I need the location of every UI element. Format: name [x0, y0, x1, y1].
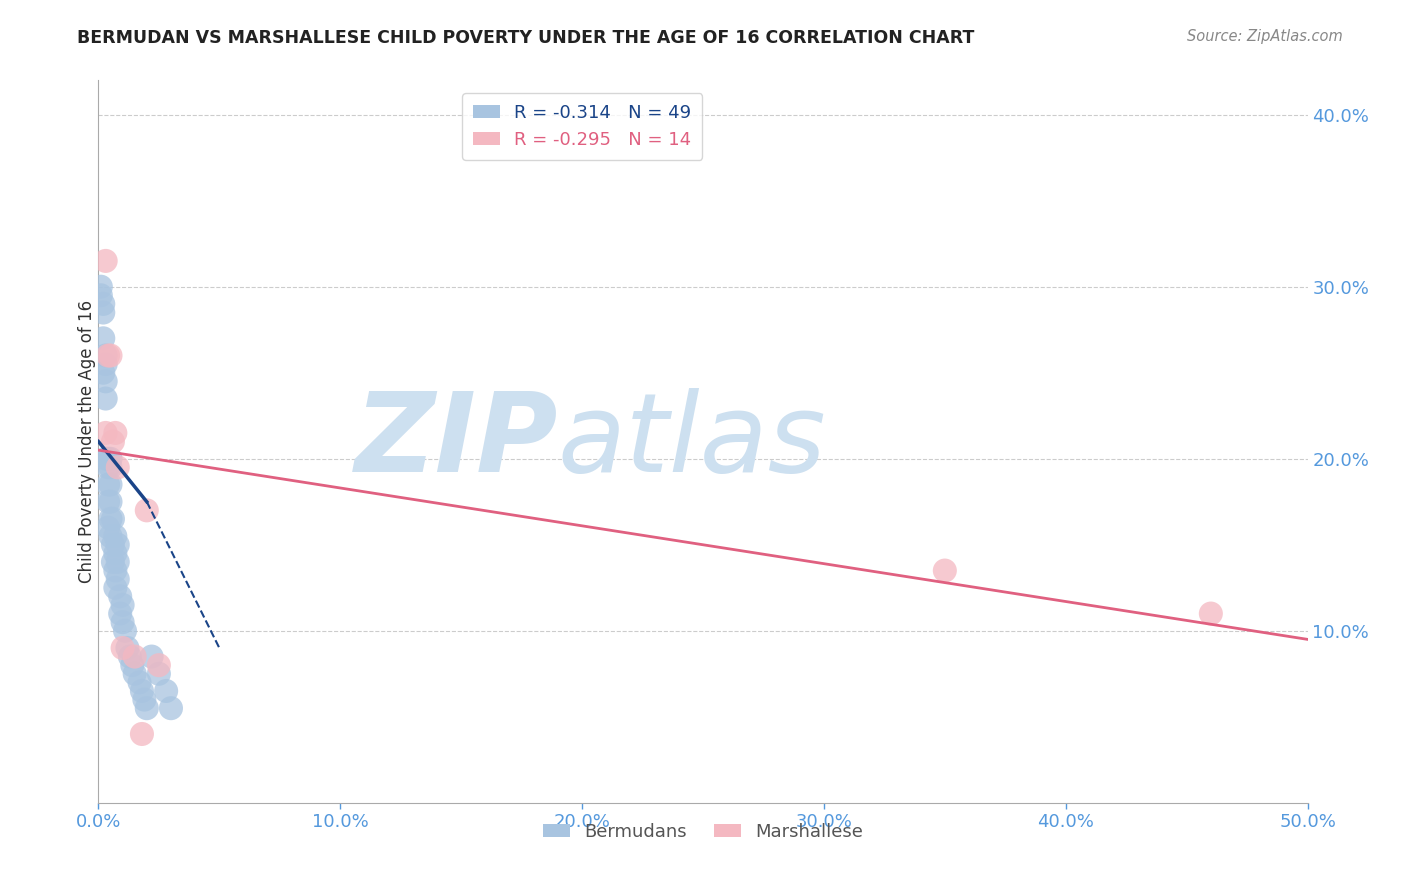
Point — [1199, 607, 1222, 621]
Text: atlas: atlas — [558, 388, 827, 495]
Point — [131, 727, 153, 741]
Point — [100, 512, 122, 526]
Point — [108, 590, 131, 604]
Point — [100, 494, 122, 508]
Point — [97, 451, 120, 466]
Point — [114, 624, 136, 638]
Y-axis label: Child Poverty Under the Age of 16: Child Poverty Under the Age of 16 — [79, 300, 96, 583]
Point — [97, 520, 120, 534]
Text: Source: ZipAtlas.com: Source: ZipAtlas.com — [1187, 29, 1343, 45]
Point — [97, 477, 120, 491]
Point — [111, 640, 134, 655]
Point — [107, 538, 129, 552]
Point — [91, 366, 114, 380]
Point — [108, 607, 131, 621]
Point — [101, 512, 124, 526]
Legend: Bermudans, Marshallese: Bermudans, Marshallese — [536, 815, 870, 848]
Text: BERMUDAN VS MARSHALLESE CHILD POVERTY UNDER THE AGE OF 16 CORRELATION CHART: BERMUDAN VS MARSHALLESE CHILD POVERTY UN… — [77, 29, 974, 47]
Point — [97, 494, 120, 508]
Point — [90, 279, 112, 293]
Point — [134, 692, 156, 706]
Point — [94, 375, 117, 389]
Point — [94, 425, 117, 440]
Point — [101, 538, 124, 552]
Point — [101, 555, 124, 569]
Point — [100, 451, 122, 466]
Point — [128, 675, 150, 690]
Point — [118, 649, 141, 664]
Point — [124, 649, 146, 664]
Point — [934, 564, 956, 578]
Point — [94, 451, 117, 466]
Point — [107, 555, 129, 569]
Point — [94, 392, 117, 406]
Point — [121, 658, 143, 673]
Point — [104, 564, 127, 578]
Point — [100, 460, 122, 475]
Point — [91, 305, 114, 319]
Point — [160, 701, 183, 715]
Point — [131, 684, 153, 698]
Point — [104, 581, 127, 595]
Point — [111, 615, 134, 630]
Point — [107, 460, 129, 475]
Point — [94, 253, 117, 268]
Point — [124, 666, 146, 681]
Point — [97, 349, 120, 363]
Point — [155, 684, 177, 698]
Point — [104, 529, 127, 543]
Point — [94, 357, 117, 371]
Point — [148, 666, 170, 681]
Point — [135, 503, 157, 517]
Point — [100, 349, 122, 363]
Point — [141, 649, 163, 664]
Point — [94, 349, 117, 363]
Point — [111, 598, 134, 612]
Point — [100, 477, 122, 491]
Point — [90, 288, 112, 302]
Point — [104, 546, 127, 560]
Point — [107, 572, 129, 586]
Point — [104, 425, 127, 440]
Point — [101, 434, 124, 449]
Point — [148, 658, 170, 673]
Point — [100, 529, 122, 543]
Point — [91, 297, 114, 311]
Point — [117, 640, 139, 655]
Point — [91, 331, 114, 345]
Text: ZIP: ZIP — [354, 388, 558, 495]
Point — [97, 460, 120, 475]
Point — [135, 701, 157, 715]
